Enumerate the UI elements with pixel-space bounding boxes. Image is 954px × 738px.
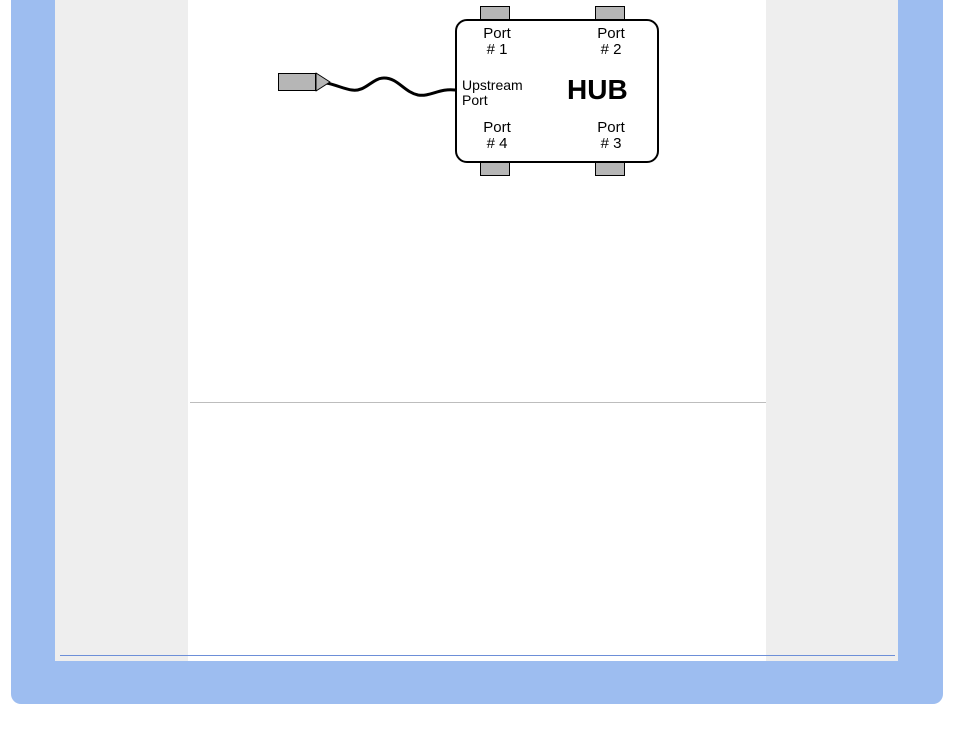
document-sheet: Port # 1 Port # 2 Port # 3 Port # 4 Upst… <box>55 0 898 661</box>
content-area: Port # 1 Port # 2 Port # 3 Port # 4 Upst… <box>55 0 898 661</box>
cable-plug-tip <box>55 0 898 661</box>
page-bottom-rule <box>60 655 895 656</box>
page-root: Port # 1 Port # 2 Port # 3 Port # 4 Upst… <box>0 0 954 738</box>
section-divider <box>190 402 766 403</box>
